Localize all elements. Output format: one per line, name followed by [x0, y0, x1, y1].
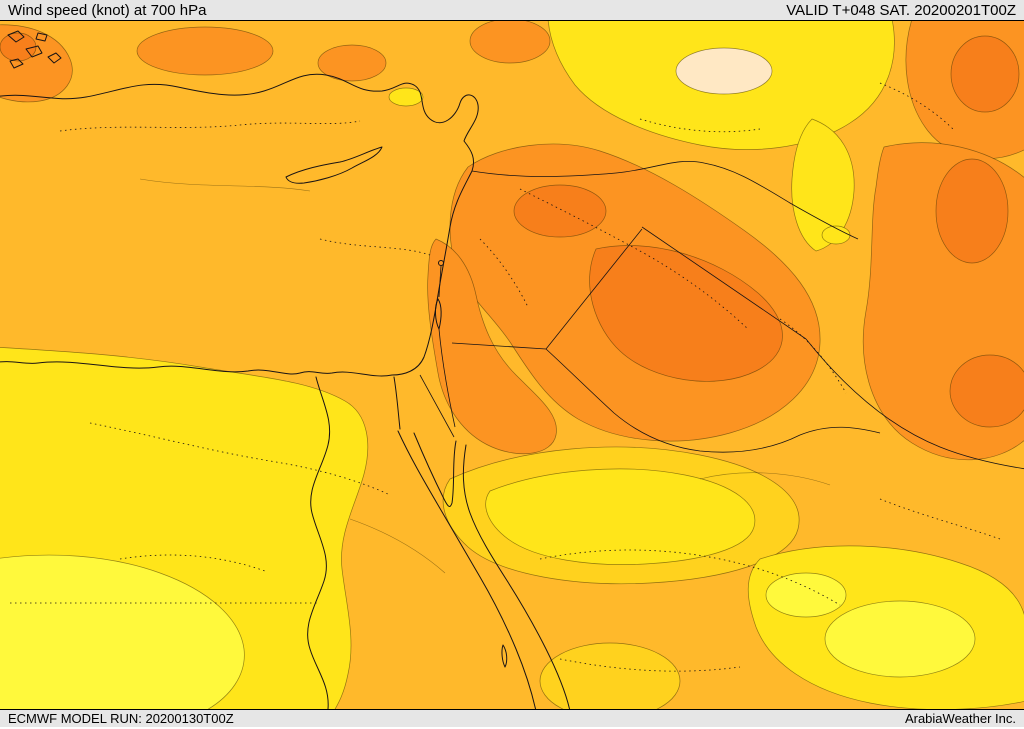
- contour-region: [949, 354, 1024, 428]
- contour-region: [589, 245, 783, 382]
- minor-contours: [10, 82, 1001, 672]
- contour-region: [136, 26, 274, 76]
- weather-map: [0, 21, 1024, 709]
- brand-label: ArabiaWeather Inc.: [904, 710, 1016, 726]
- contour-region: [950, 35, 1020, 113]
- coastlines: [0, 30, 571, 709]
- contour-region: [469, 21, 551, 64]
- contour-region: [427, 238, 557, 455]
- contour-region: [765, 572, 847, 618]
- contour-region: [0, 554, 245, 709]
- footer-bar: ECMWF MODEL RUN: 20200130T00Z ArabiaWeat…: [0, 709, 1024, 727]
- contour-region: [539, 642, 681, 709]
- contour-region: [935, 158, 1009, 264]
- contour-region: [791, 118, 855, 252]
- contour-region: [388, 87, 424, 107]
- model-run-label: ECMWF MODEL RUN: 20200130T00Z: [8, 710, 234, 726]
- header-bar: Wind speed (knot) at 700 hPa VALID T+048…: [0, 0, 1024, 21]
- contour-region: [0, 32, 37, 62]
- wind-speed-fill-regions: [0, 21, 1024, 709]
- valid-time: VALID T+048 SAT. 20200201T00Z: [786, 1, 1016, 19]
- contour-region: [675, 47, 773, 95]
- contour-region: [824, 600, 976, 678]
- country-borders: [419, 160, 1024, 470]
- map-title: Wind speed (knot) at 700 hPa: [8, 1, 207, 19]
- contour-region: [317, 44, 387, 82]
- contour-region: [485, 468, 756, 565]
- contour-region: [513, 184, 607, 238]
